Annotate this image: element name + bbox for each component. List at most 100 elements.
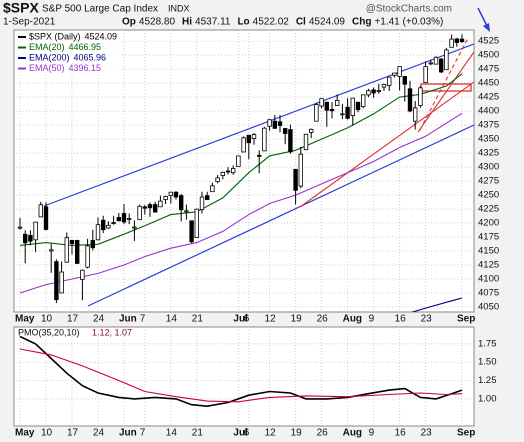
blue-arrow-head: [483, 23, 490, 32]
ema-line: [19, 112, 463, 294]
legend-name: EMA(20): [29, 42, 65, 52]
candle-body: [28, 234, 33, 242]
x-tick-label: 10: [41, 314, 53, 325]
candle-body: [158, 200, 163, 208]
symbol: $SPX: [3, 0, 39, 16]
x-tick-label: 26: [317, 314, 329, 325]
candle-body: [288, 129, 293, 153]
candle-body: [360, 94, 366, 108]
x-tick-label: 23: [421, 428, 433, 439]
quote-value: 4522.02: [253, 17, 290, 28]
x-tick-label: 6: [244, 314, 250, 325]
pmo-line: [19, 348, 463, 403]
x-tick-label: 12: [265, 314, 277, 325]
x-tick-label: May: [15, 314, 35, 325]
candle-body: [412, 107, 418, 122]
red-trend-line-steep: [417, 51, 474, 133]
y-tick-label: 1.25: [478, 375, 497, 386]
index-name: S&P 500 Large Cap Index: [42, 4, 158, 15]
candle-body: [236, 155, 241, 167]
candle-body: [69, 239, 75, 244]
candle-body: [194, 208, 199, 238]
quote-name: Lo: [237, 17, 249, 28]
candle-body: [314, 104, 319, 122]
pmo-plot: [19, 335, 463, 408]
candle-body: [366, 90, 371, 96]
x-tick-label: Jun: [119, 428, 137, 439]
exchange: INDX: [168, 3, 190, 13]
candle-body: [220, 171, 225, 176]
candle-body: [345, 106, 350, 119]
y-tick-label: 4250: [478, 190, 499, 201]
y-tick-label: 4225: [478, 204, 499, 215]
x-tick-label: 9: [369, 428, 375, 439]
y-tick-label: 4150: [478, 246, 499, 257]
x-tick-label: 21: [192, 314, 204, 325]
x-tick-label: 19: [291, 428, 303, 439]
lower-channel-line: [87, 124, 474, 307]
y-tick-label: 4400: [478, 106, 499, 117]
legend-box: [16, 32, 122, 75]
upper-channel-line: [43, 43, 474, 207]
price-plot: [17, 34, 474, 312]
y-tick-label: 4325: [478, 148, 499, 159]
candle-body: [340, 113, 345, 116]
quote-value: +1.41 (+0.03%): [374, 17, 443, 28]
ema-line: [410, 297, 463, 312]
x-tick-label: 14: [166, 314, 178, 325]
candle-body: [449, 38, 454, 48]
candle-body: [303, 133, 309, 151]
quote-value: 4524.09: [309, 17, 346, 28]
y-tick-label: 4100: [478, 274, 499, 285]
candle-body: [168, 191, 173, 197]
x-tick-label: 10: [41, 428, 53, 439]
pmo-panel: [13, 326, 475, 427]
x-tick-label: Aug: [343, 428, 362, 439]
x-tick-label: Jun: [119, 314, 137, 325]
candle-body: [173, 191, 179, 198]
quote-name: Chg: [352, 17, 371, 28]
candle-body: [111, 222, 116, 224]
candle-body: [33, 221, 38, 241]
candle-body: [215, 177, 220, 183]
pmo-line: [19, 335, 463, 408]
y-tick-label: 4075: [478, 287, 499, 298]
y-tick-label: 4175: [478, 232, 499, 243]
candle-body: [116, 217, 121, 222]
candle-body: [454, 38, 459, 43]
x-tick-label: 6: [244, 428, 250, 439]
candle-body: [75, 239, 80, 264]
legend-value: 4466.95: [69, 42, 102, 52]
x-tick-label: 21: [192, 428, 204, 439]
source[interactable]: @StockCharts.com: [366, 4, 452, 15]
pmo-values: 1.12, 1.07: [92, 327, 132, 337]
candle-body: [127, 218, 132, 220]
x-tick-label: 19: [291, 314, 303, 325]
quote-name: Cl: [296, 17, 306, 28]
candle-body: [397, 66, 402, 77]
candle-body: [418, 87, 423, 106]
y-tick-label: 1.75: [478, 338, 497, 349]
candle-body: [423, 66, 428, 83]
candle-body: [324, 101, 329, 111]
x-tick-label: 17: [67, 314, 79, 325]
candle-body: [392, 72, 397, 76]
candle-body: [246, 134, 251, 144]
candle-body: [178, 195, 184, 211]
y-tick-label: 4200: [478, 218, 499, 229]
y-tick-label: 1.00: [478, 393, 497, 404]
candle-body: [272, 120, 277, 129]
y-tick-label: 4475: [478, 64, 499, 75]
y-tick-label: 1.50: [478, 357, 497, 368]
y-tick-label: 4525: [478, 36, 499, 47]
candle-body: [142, 206, 147, 209]
candle-body: [152, 204, 158, 213]
candle-body: [64, 237, 69, 263]
candle-body: [407, 88, 413, 112]
candle-body: [189, 220, 194, 243]
candle-body: [225, 170, 231, 173]
candle-body: [121, 213, 127, 223]
x-tick-label: 7: [140, 428, 146, 439]
